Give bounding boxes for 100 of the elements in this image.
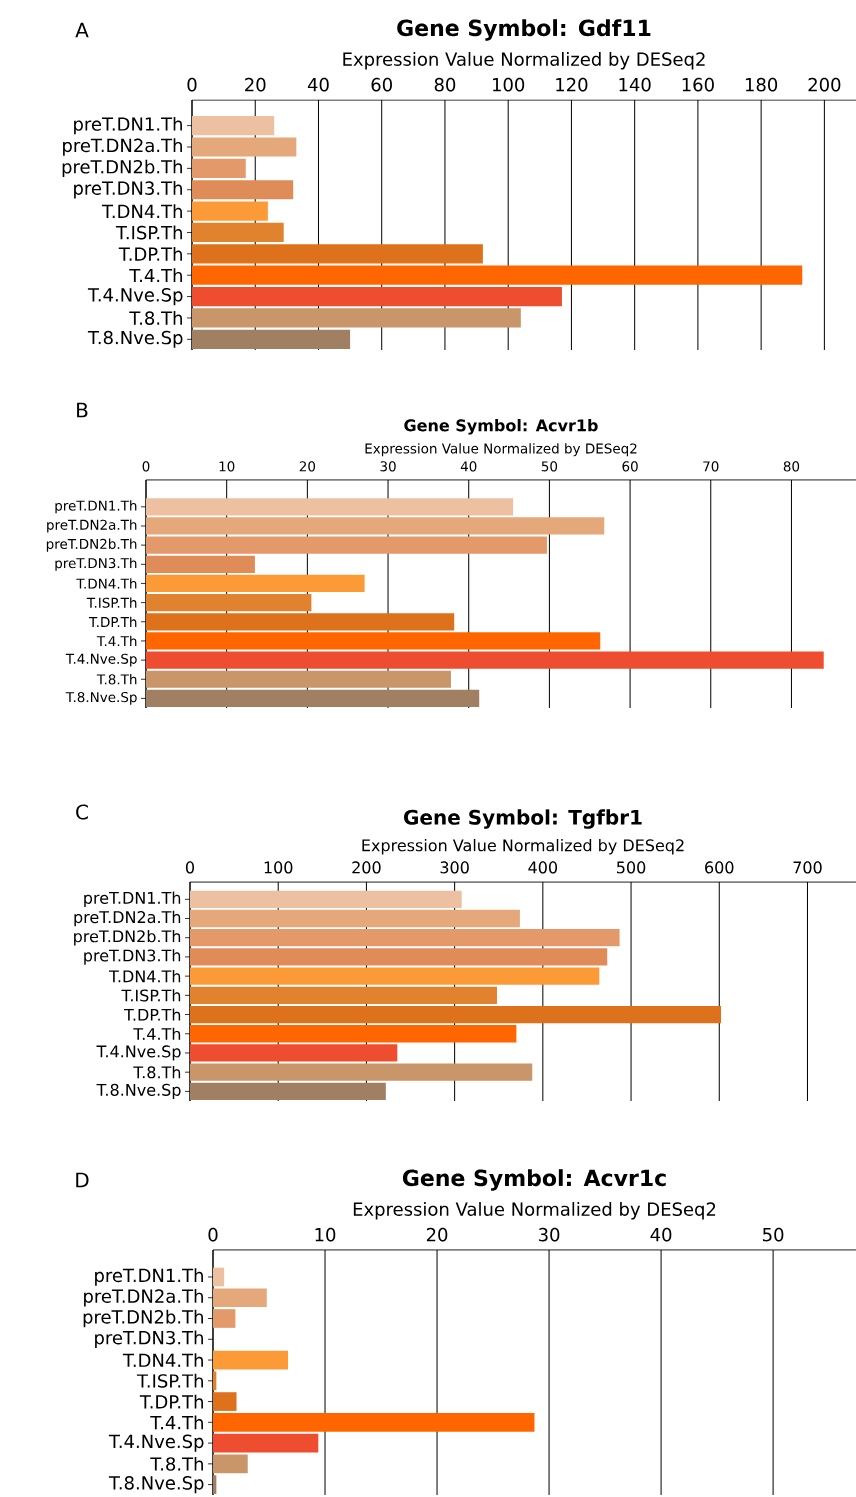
bar bbox=[213, 1288, 267, 1308]
x-tick-label: 60 bbox=[622, 461, 638, 472]
y-tick-label: preT.DN2a.Th bbox=[47, 519, 137, 533]
x-tick-label: 40 bbox=[650, 1227, 672, 1242]
y-tick-label: preT.DN3.Th bbox=[84, 949, 181, 965]
bar bbox=[192, 265, 803, 285]
chart-title: Gene Symbol: Tgfbr1 bbox=[404, 809, 642, 829]
bar bbox=[146, 651, 824, 669]
x-tick-label: 200 bbox=[352, 861, 381, 874]
x-tick-label: 600 bbox=[705, 861, 734, 874]
x-tick-label: 40 bbox=[460, 461, 477, 472]
bar bbox=[192, 286, 562, 307]
y-tick-label: T.8.Th bbox=[150, 1456, 203, 1471]
y-tick-label: T.ISP.Th bbox=[121, 989, 181, 1002]
bar bbox=[213, 1309, 236, 1328]
y-tick-label: T.DP.Th bbox=[123, 1008, 181, 1021]
y-tick-label: preT.DN1.Th bbox=[74, 116, 182, 135]
y-tick-label: T.8.Nve.Sp bbox=[87, 330, 183, 348]
x-tick-label: 80 bbox=[434, 77, 456, 92]
y-tick-label: T.DP.Th bbox=[118, 247, 182, 261]
bar bbox=[146, 613, 455, 631]
bar bbox=[190, 909, 520, 928]
x-tick-label: 0 bbox=[142, 461, 150, 472]
chart-title: Gene Symbol: Acvr1b bbox=[404, 419, 598, 435]
y-tick-label: T.ISP.Th bbox=[86, 597, 137, 608]
bar bbox=[213, 1475, 217, 1494]
bar bbox=[146, 593, 312, 612]
bar bbox=[213, 1433, 319, 1453]
y-tick-label: T.DN4.Th bbox=[76, 578, 137, 589]
x-tick-label: 20 bbox=[245, 77, 266, 92]
bar bbox=[190, 1063, 533, 1081]
bar bbox=[146, 632, 601, 650]
bar bbox=[146, 689, 480, 708]
y-tick-label: T.DN4.Th bbox=[108, 970, 181, 983]
bar bbox=[213, 1454, 248, 1474]
y-tick-label: T.8.Nve.Sp bbox=[96, 1083, 181, 1099]
bar bbox=[192, 329, 351, 349]
chart-title: Gene Symbol: Gdf11 bbox=[397, 19, 651, 41]
x-tick-label: 50 bbox=[763, 1227, 784, 1242]
x-tick-label: 30 bbox=[380, 461, 396, 472]
y-tick-label: T.DN4.Th bbox=[122, 1353, 203, 1367]
x-tick-label: 0 bbox=[185, 861, 195, 874]
chart-title: Gene Symbol: Acvr1c bbox=[402, 1169, 666, 1191]
bar bbox=[146, 670, 451, 688]
bar bbox=[146, 536, 547, 554]
y-tick-label: T.4.Nve.Sp bbox=[108, 1434, 204, 1452]
x-tick-label: 500 bbox=[617, 861, 646, 874]
x-axis-title: Expression Value Normalized by DESeq2 bbox=[365, 443, 637, 457]
bar bbox=[190, 967, 600, 985]
bar bbox=[146, 555, 255, 573]
y-tick-label: preT.DN3.Th bbox=[74, 181, 182, 199]
y-tick-label: T.4.Nve.Sp bbox=[96, 1045, 181, 1061]
x-tick-label: 60 bbox=[371, 77, 392, 92]
x-tick-label: 20 bbox=[426, 1227, 448, 1242]
bar bbox=[190, 1082, 386, 1101]
text: B bbox=[77, 402, 88, 418]
bar bbox=[192, 180, 294, 200]
x-tick-label: 120 bbox=[556, 77, 588, 92]
bar bbox=[192, 244, 483, 264]
x-tick-label: 400 bbox=[528, 861, 558, 874]
bar bbox=[213, 1371, 217, 1391]
y-tick-label: T.ISP.Th bbox=[115, 225, 182, 240]
text: D bbox=[76, 1172, 89, 1188]
bar bbox=[146, 517, 605, 535]
x-tick-label: 100 bbox=[492, 77, 525, 92]
x-tick-label: 180 bbox=[745, 77, 778, 92]
x-tick-label: 10 bbox=[219, 461, 235, 472]
x-axis-title: Expression Value Normalized by DESeq2 bbox=[343, 52, 705, 70]
x-tick-label: 10 bbox=[315, 1227, 336, 1242]
y-tick-label: preT.DN2b.Th bbox=[62, 159, 182, 178]
x-tick-label: 0 bbox=[208, 1227, 218, 1242]
bar bbox=[213, 1392, 237, 1411]
bar bbox=[192, 158, 246, 178]
y-tick-label: preT.DN2a.Th bbox=[74, 910, 181, 927]
bar bbox=[146, 498, 514, 516]
y-tick-label: T.8.Th bbox=[96, 674, 137, 685]
bar bbox=[190, 948, 608, 966]
x-tick-label: 80 bbox=[783, 461, 800, 472]
y-tick-label: T.DN4.Th bbox=[101, 204, 182, 218]
y-tick-label: T.4.Th bbox=[133, 1027, 181, 1040]
y-tick-label: preT.DN1.Th bbox=[55, 500, 137, 514]
x-tick-label: 100 bbox=[264, 861, 293, 874]
bar bbox=[192, 116, 275, 136]
bar bbox=[192, 137, 297, 157]
x-tick-label: 700 bbox=[793, 861, 822, 874]
bar bbox=[190, 890, 462, 908]
y-tick-label: T.ISP.Th bbox=[136, 1373, 203, 1388]
y-tick-label: T.DP.Th bbox=[88, 616, 137, 627]
y-tick-label: T.8.Nve.Sp bbox=[108, 1476, 204, 1494]
y-tick-label: preT.DN2a.Th bbox=[84, 1289, 203, 1307]
x-tick-label: 30 bbox=[538, 1227, 560, 1242]
x-tick-label: 70 bbox=[703, 461, 719, 472]
x-tick-label: 0 bbox=[187, 77, 197, 92]
bar bbox=[190, 986, 497, 1004]
x-axis-title: Expression Value Normalized by DESeq2 bbox=[353, 1202, 716, 1220]
bar bbox=[192, 222, 284, 243]
y-tick-label: T.4.Th bbox=[150, 1415, 203, 1430]
bar bbox=[190, 1005, 722, 1024]
x-tick-label: 50 bbox=[541, 461, 558, 472]
y-tick-label: preT.DN2b.Th bbox=[74, 929, 181, 946]
